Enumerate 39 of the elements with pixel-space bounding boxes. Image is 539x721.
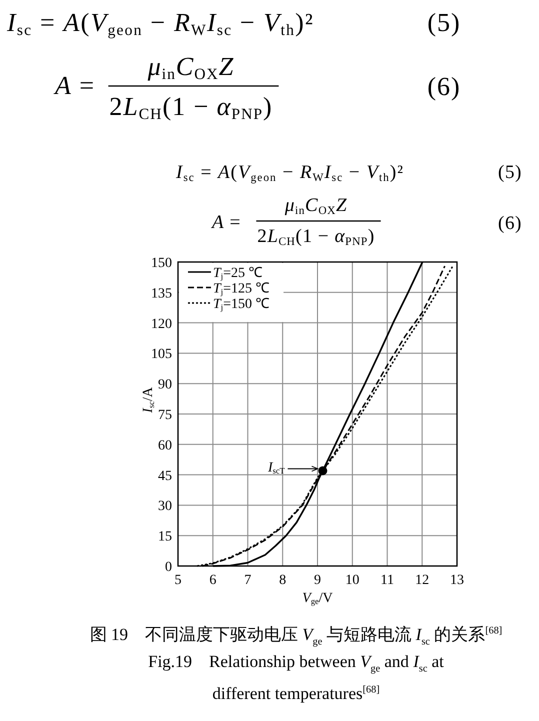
equation: I$_{sc}$ = A(V$_{geon}$ − R$_{W}$I$_{sc}$ − V$_{th}$)² — [176, 162, 404, 184]
equation: μ$_{in}$C$_{OX}$Z — [284, 195, 348, 217]
equation: I$_{sc}$ = A(V$_{geon}$ − R$_{W}$I$_{sc}$ − V$_{th}$)² — [7, 8, 314, 40]
legend-label: T$_{j}$=125 ℃ — [213, 282, 270, 297]
y-tick-label: 135 — [151, 286, 172, 302]
y-tick-label: 120 — [151, 316, 172, 332]
x-tick-label: 9 — [314, 573, 321, 588]
y-tick-label: 105 — [151, 347, 172, 362]
x-axis-title: V$_{ge}$/V — [302, 591, 333, 606]
equation: (5) — [498, 162, 522, 183]
x-tick-label: 13 — [450, 573, 464, 588]
equation: A = — [212, 212, 241, 233]
y-tick-label: 30 — [158, 499, 172, 514]
caption: 图 19 不同温度下驱动电压 V$_{ge}$ 与短路电流 I$_{sc}$ 的关系$^{[68]}$ — [88, 624, 504, 646]
x-tick-label: 11 — [380, 573, 394, 588]
x-tick-label: 12 — [415, 573, 430, 588]
equation: A = — [55, 71, 96, 100]
annotation: I$_{scT}$ — [268, 460, 285, 476]
caption: Fig.19 Relationship between V$_{ge}$ and I$_{sc}$ at different temperatures$^{[68]}$ — [147, 651, 445, 705]
y-tick-label: 60 — [158, 438, 172, 454]
x-tick-label: 7 — [244, 573, 252, 588]
equation: 2L$_{CH}$(1 − α$_{PNP}$) — [257, 226, 375, 248]
equation: 2L$_{CH}$(1 − α$_{PNP}$) — [109, 92, 273, 124]
equation: (6) — [498, 213, 522, 234]
equation: μ$_{in}$C$_{OX}$Z — [148, 52, 234, 84]
y-tick-label: 150 — [151, 256, 172, 271]
y-tick-label: 90 — [158, 378, 172, 393]
y-tick-label: 45 — [158, 468, 172, 484]
legend-label: T$_{j}$=25 ℃ — [213, 266, 263, 282]
equation: (5) — [427, 8, 461, 37]
x-tick-label: 10 — [345, 573, 360, 588]
y-tick-label: 75 — [158, 408, 172, 423]
legend-label: T$_{j}$=150 ℃ — [213, 297, 270, 312]
equation: (6) — [427, 72, 461, 101]
y-tick-label: 15 — [158, 530, 172, 545]
y-tick-label: 0 — [165, 560, 172, 575]
x-tick-label: 8 — [279, 573, 286, 588]
x-tick-label: 5 — [174, 573, 182, 588]
x-tick-label: 6 — [209, 573, 216, 588]
